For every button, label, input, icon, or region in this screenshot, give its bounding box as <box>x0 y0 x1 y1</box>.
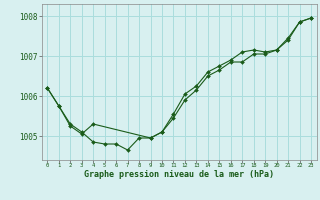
X-axis label: Graphe pression niveau de la mer (hPa): Graphe pression niveau de la mer (hPa) <box>84 170 274 179</box>
